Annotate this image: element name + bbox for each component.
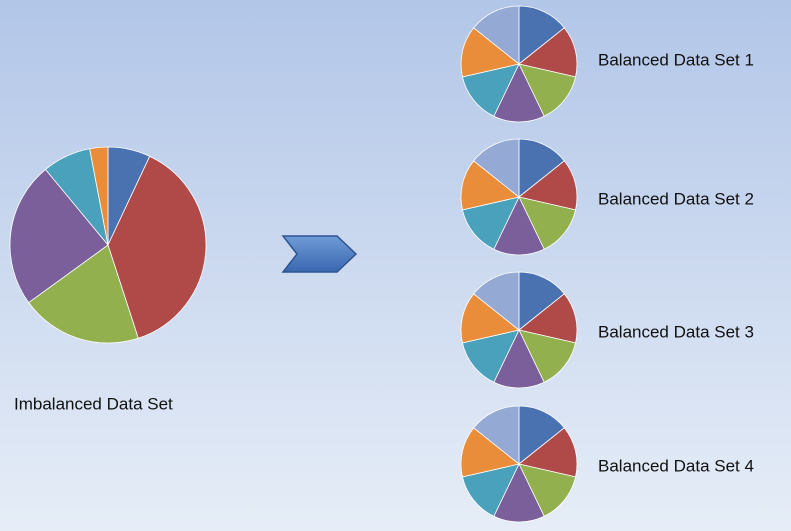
pie-slice — [493, 329, 545, 389]
pie-slice — [28, 244, 139, 344]
pie-slice — [493, 196, 545, 256]
pie-slice — [518, 293, 578, 344]
pie-slice — [89, 146, 109, 246]
pie-slice — [460, 293, 520, 344]
pie-slice — [461, 329, 520, 383]
pie-slice — [518, 5, 565, 65]
pie-slice — [460, 27, 520, 78]
pie-slice — [473, 5, 520, 65]
pie-slice — [518, 63, 577, 117]
pie-slice — [473, 405, 520, 465]
pie-slice — [461, 463, 520, 517]
pie-slice — [107, 155, 207, 339]
pie-slice — [518, 271, 565, 331]
pie-label: Balanced Data Set 2 — [598, 189, 754, 208]
pie-label: Balanced Data Set 1 — [598, 50, 754, 69]
pie-slice — [518, 329, 577, 383]
pie-slice — [9, 168, 109, 304]
pie-label: Imbalanced Data Set — [14, 394, 173, 413]
pie-label: Balanced Data Set 4 — [598, 456, 754, 475]
pie-slice — [518, 405, 565, 465]
pie-label: Balanced Data Set 3 — [598, 322, 754, 341]
pie-slice — [460, 160, 520, 211]
pie-slice — [473, 138, 520, 198]
pie-slice — [518, 196, 577, 250]
pie-slice — [473, 271, 520, 331]
pie-slice — [518, 463, 577, 517]
pie-slice — [461, 63, 520, 117]
pie-slice — [493, 463, 545, 523]
pie-slice — [493, 63, 545, 123]
pie-slice — [518, 427, 578, 478]
arrow — [281, 235, 358, 273]
pie-slice — [518, 138, 565, 198]
pie-slice — [460, 427, 520, 478]
pie-slice — [518, 27, 578, 78]
pie-slice — [518, 160, 578, 211]
pie-slice — [461, 196, 520, 250]
